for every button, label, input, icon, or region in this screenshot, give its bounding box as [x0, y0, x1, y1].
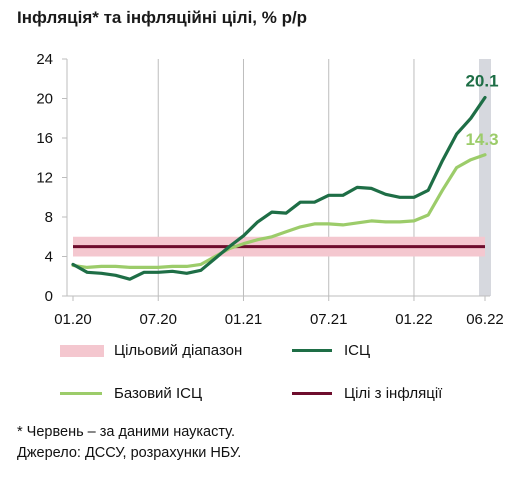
legend-target: Цілі з інфляції	[292, 385, 442, 402]
cpi-end-label: 20.1	[465, 72, 498, 91]
core-cpi-line	[71, 153, 487, 269]
y-tick-label: 0	[45, 288, 53, 305]
legend-target-label: Цілі з інфляції	[344, 385, 443, 402]
target-swatch	[292, 392, 332, 395]
target-range-swatch	[60, 344, 104, 357]
y-tick-label: 4	[45, 249, 53, 266]
legend-core-label: Базовий ІСЦ	[114, 385, 203, 402]
y-tick-label: 20	[36, 91, 53, 108]
chart-title: Інфляція* та інфляційні цілі, % р/р	[17, 8, 308, 27]
core-swatch	[60, 392, 102, 395]
x-tick-label: 01.22	[395, 311, 433, 328]
cpi-swatch	[292, 349, 332, 352]
legend-cpi-label: ІСЦ	[344, 342, 371, 359]
y-tick-label: 24	[36, 51, 53, 68]
legend-target-range: Цільовий діапазон	[60, 342, 242, 359]
x-tick-label: 07.20	[139, 311, 177, 328]
cpi-line	[71, 95, 487, 281]
x-tick-label: 01.21	[225, 311, 263, 328]
x-tick-label: 01.20	[54, 311, 92, 328]
inflation-chart: 0 4 8 12 16 20 24 01.20 07.20 01.21 07.21 01.22 06.2…	[36, 51, 504, 328]
y-tick-label: 8	[45, 209, 53, 226]
x-tick-label: 07.21	[310, 311, 348, 328]
footnote-nowcast: * Червень – за даними наукасту.	[17, 424, 235, 440]
legend-target-range-label: Цільовий діапазон	[114, 342, 243, 359]
legend-cpi: ІСЦ	[292, 342, 370, 359]
y-tick-label: 12	[36, 170, 53, 187]
y-tick-label: 16	[36, 130, 53, 147]
nowcast-shade	[479, 59, 491, 296]
footnote: * Червень – за даними наукасту. Джерело:…	[17, 422, 241, 464]
footnote-source: Джерело: ДССУ, розрахунки НБУ.	[17, 445, 242, 461]
core-end-label: 14.3	[465, 130, 498, 149]
x-tick-label: 06.22	[466, 311, 504, 328]
legend-core: Базовий ІСЦ	[60, 385, 202, 402]
